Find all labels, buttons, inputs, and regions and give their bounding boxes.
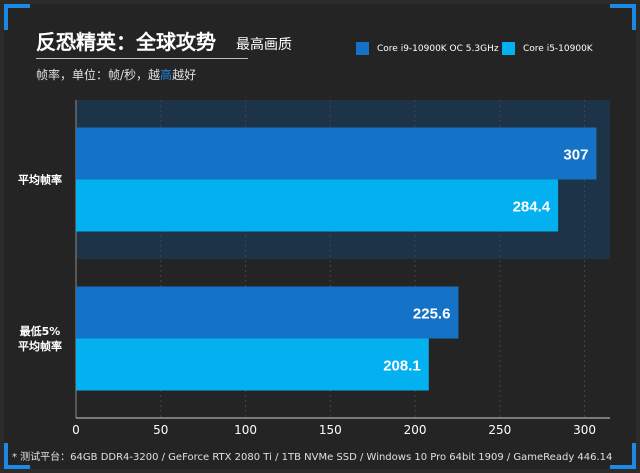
- x-tick-label-6: 300: [573, 423, 596, 437]
- subtitle-prefix: 帧率，单位：帧/秒，越: [36, 68, 161, 82]
- legend-item-series-2: Core i5-10900K: [502, 42, 593, 55]
- data-label-s1-c2: 225.6: [413, 306, 451, 323]
- title-underline: [36, 58, 248, 59]
- legend-item-series-1: Core i9-10900K OC 5.3GHz: [356, 42, 499, 55]
- category-label-1-line-1: 平均帧率: [18, 173, 62, 187]
- bar-s1-c1: [76, 127, 597, 180]
- corner-accent-bottom-right: [610, 443, 636, 469]
- legend-label-series-1: Core i9-10900K OC 5.3GHz: [377, 43, 499, 54]
- category-label-2-line-1: 最低5%: [20, 324, 61, 338]
- chart-subtitle: 帧率，单位：帧/秒，越高越好: [36, 66, 196, 83]
- bar-s2-c1: [76, 179, 559, 232]
- data-label-s2-c2: 208.1: [383, 358, 421, 375]
- test-platform-note: * 测试平台：64GB DDR4-3200 / GeForce RTX 2080…: [12, 452, 613, 463]
- data-label-s1-c1: 307: [563, 147, 588, 164]
- quality-label: 最高画质: [236, 37, 292, 53]
- category-label-2-line-2: 平均帧率: [18, 339, 62, 353]
- chart-title: 反恐精英：全球攻势: [36, 30, 216, 54]
- x-tick-label-4: 200: [404, 423, 427, 437]
- corner-accent-top-right: [610, 4, 636, 30]
- subtitle-suffix: 越好: [172, 68, 197, 82]
- bar-s1-c2: [76, 286, 459, 339]
- corner-accent-top-left: [4, 4, 30, 30]
- x-tick-label-2: 100: [234, 423, 257, 437]
- x-tick-label-3: 150: [319, 423, 342, 437]
- data-label-s2-c1: 284.4: [513, 199, 551, 216]
- subtitle-highlight: 高: [160, 68, 173, 82]
- legend-swatch-series-1: [356, 42, 369, 55]
- x-tick-label-1: 50: [153, 423, 168, 437]
- legend-swatch-series-2: [502, 42, 515, 55]
- x-tick-label-0: 0: [72, 423, 80, 437]
- x-tick-label-5: 250: [488, 423, 511, 437]
- corner-accent-bottom-left: [4, 443, 30, 469]
- legend-label-series-2: Core i5-10900K: [523, 43, 593, 54]
- bar-s2-c2: [76, 338, 429, 391]
